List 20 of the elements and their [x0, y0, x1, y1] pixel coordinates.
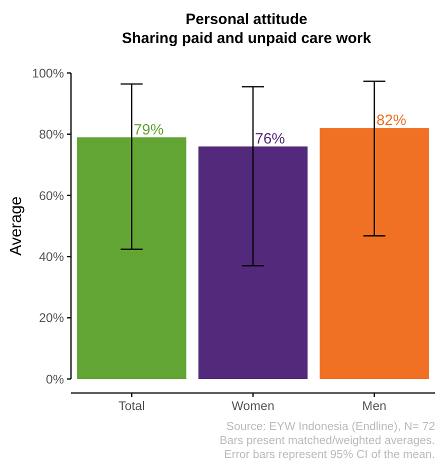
- text: Bars present matched/weighted averages.: [220, 435, 435, 447]
- y-tick-label: 40%: [38, 250, 64, 264]
- x-tick-label: Women: [232, 399, 274, 413]
- bar: [77, 137, 186, 379]
- y-tick-label: 20%: [38, 311, 64, 326]
- data-label: 82%: [376, 112, 406, 130]
- x-tick-label: Men: [362, 399, 387, 413]
- y-tick-label: 60%: [38, 188, 64, 203]
- y-tick-label: 80%: [38, 128, 64, 142]
- chart-title: Personal attitude Sharing paid and unpaid care work: [122, 11, 372, 47]
- y-tick-label: 0%: [46, 372, 64, 386]
- y-tick-label: 100%: [32, 66, 64, 80]
- bar: [320, 128, 429, 379]
- data-label: 79%: [134, 121, 164, 138]
- source-note: Source: EYW Indonesia (Endline), N= 72: [226, 421, 435, 433]
- text: Error bars represent 95% CI of the mean.: [224, 449, 435, 461]
- data-label: 76%: [255, 130, 286, 148]
- bar: [198, 146, 308, 379]
- x-tick-label: Total: [118, 399, 145, 413]
- y-axis-title: Average: [8, 196, 25, 256]
